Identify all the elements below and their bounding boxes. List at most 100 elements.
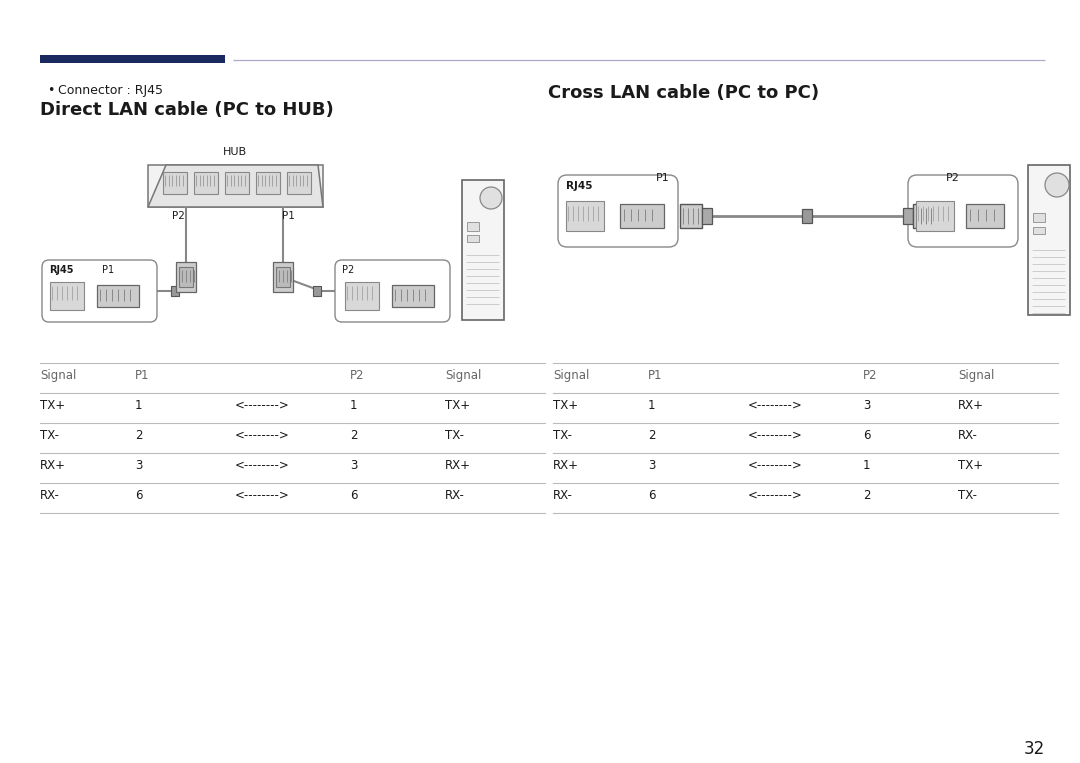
Text: RX+: RX+	[40, 459, 66, 472]
Bar	[1032, 227, 1045, 234]
Text: P2: P2	[172, 211, 185, 221]
Text: TX-: TX-	[958, 489, 977, 502]
Text: <-------->: <-------->	[235, 429, 289, 442]
FancyBboxPatch shape	[335, 260, 450, 322]
Text: <-------->: <-------->	[748, 489, 802, 502]
Text: RX-: RX-	[40, 489, 59, 502]
Text: Cross LAN cable (PC to PC): Cross LAN cable (PC to PC)	[548, 84, 819, 102]
Text: Connector : RJ45: Connector : RJ45	[58, 84, 163, 97]
Text: TX+: TX+	[553, 399, 578, 412]
Text: Signal: Signal	[553, 369, 590, 382]
Text: RJ45: RJ45	[49, 265, 73, 275]
Bar	[913, 204, 935, 228]
Text: HUB: HUB	[222, 147, 247, 157]
Text: RJ45: RJ45	[566, 181, 593, 191]
Bar	[566, 201, 604, 231]
Bar	[467, 222, 480, 231]
Bar	[467, 235, 480, 242]
Text: 1: 1	[350, 399, 357, 412]
FancyBboxPatch shape	[908, 175, 1018, 247]
Bar	[50, 282, 84, 310]
Text: <-------->: <-------->	[748, 429, 802, 442]
Text: <-------->: <-------->	[235, 489, 289, 502]
FancyBboxPatch shape	[558, 175, 678, 247]
Text: 6: 6	[135, 489, 143, 502]
Text: P2: P2	[946, 173, 960, 183]
Text: 1: 1	[135, 399, 143, 412]
Bar	[97, 285, 139, 307]
Text: RX+: RX+	[958, 399, 984, 412]
Text: Direct LAN cable (PC to HUB): Direct LAN cable (PC to HUB)	[40, 101, 334, 119]
Text: P1: P1	[135, 369, 149, 382]
Text: RX-: RX-	[553, 489, 572, 502]
Circle shape	[480, 187, 502, 209]
Bar	[179, 267, 193, 287]
Text: P1: P1	[282, 211, 295, 221]
Text: P1: P1	[648, 369, 662, 382]
Bar	[903, 208, 913, 224]
Bar	[273, 262, 293, 292]
Bar	[345, 282, 379, 310]
Bar	[171, 286, 179, 296]
Bar	[176, 262, 195, 292]
Text: 1: 1	[863, 459, 870, 472]
Text: TX-: TX-	[40, 429, 59, 442]
Text: Signal: Signal	[958, 369, 995, 382]
Text: TX+: TX+	[958, 459, 983, 472]
Bar	[1028, 165, 1070, 315]
Text: 6: 6	[648, 489, 656, 502]
Text: P2: P2	[342, 265, 354, 275]
Text: 2: 2	[135, 429, 143, 442]
Bar	[916, 201, 954, 231]
Text: 32: 32	[1024, 740, 1045, 758]
Text: <-------->: <-------->	[235, 459, 289, 472]
Text: 6: 6	[350, 489, 357, 502]
Bar	[1032, 213, 1045, 222]
Text: TX-: TX-	[553, 429, 572, 442]
Bar	[462, 180, 504, 320]
Text: RX+: RX+	[553, 459, 579, 472]
Text: TX-: TX-	[445, 429, 464, 442]
Text: <-------->: <-------->	[748, 399, 802, 412]
Bar	[276, 267, 291, 287]
Bar	[313, 286, 321, 296]
Text: 2: 2	[648, 429, 656, 442]
Bar	[163, 172, 187, 194]
Text: 3: 3	[648, 459, 656, 472]
Bar	[702, 208, 712, 224]
Text: 6: 6	[863, 429, 870, 442]
Bar	[620, 204, 664, 228]
Text: TX+: TX+	[40, 399, 65, 412]
Text: 2: 2	[350, 429, 357, 442]
Bar	[256, 172, 280, 194]
Bar	[680, 204, 702, 228]
Bar	[225, 172, 249, 194]
Bar	[287, 172, 311, 194]
Text: TX+: TX+	[445, 399, 470, 412]
Bar	[194, 172, 218, 194]
Circle shape	[1045, 173, 1069, 197]
Text: RX+: RX+	[445, 459, 471, 472]
Bar	[966, 204, 1004, 228]
Text: P2: P2	[350, 369, 365, 382]
Text: •: •	[48, 84, 54, 97]
Text: 3: 3	[135, 459, 143, 472]
Text: <-------->: <-------->	[748, 459, 802, 472]
Bar	[148, 165, 323, 207]
Text: Signal: Signal	[445, 369, 482, 382]
Text: P1: P1	[657, 173, 670, 183]
Text: RX-: RX-	[958, 429, 977, 442]
Polygon shape	[148, 165, 323, 207]
Text: P2: P2	[863, 369, 877, 382]
Text: RX-: RX-	[445, 489, 464, 502]
Text: 1: 1	[648, 399, 656, 412]
FancyBboxPatch shape	[42, 260, 157, 322]
Text: <-------->: <-------->	[235, 399, 289, 412]
Text: 3: 3	[863, 399, 870, 412]
Text: Signal: Signal	[40, 369, 77, 382]
Text: 2: 2	[863, 489, 870, 502]
Bar	[802, 209, 812, 223]
Bar	[40, 55, 225, 63]
Text: P1: P1	[102, 265, 114, 275]
Bar	[392, 285, 434, 307]
